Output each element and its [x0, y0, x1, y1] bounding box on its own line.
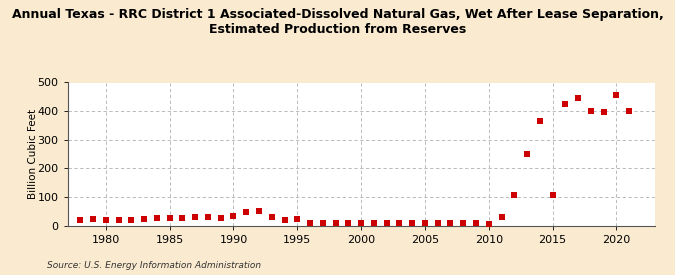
- Point: [356, 221, 367, 226]
- Point: [138, 217, 149, 221]
- Point: [432, 221, 443, 226]
- Point: [177, 216, 188, 221]
- Point: [151, 216, 162, 221]
- Point: [317, 221, 328, 225]
- Point: [483, 222, 494, 226]
- Point: [343, 221, 354, 226]
- Point: [509, 192, 520, 197]
- Point: [369, 221, 379, 226]
- Point: [254, 209, 265, 213]
- Point: [241, 210, 252, 214]
- Point: [228, 214, 239, 219]
- Point: [279, 218, 290, 222]
- Point: [88, 217, 99, 221]
- Point: [547, 192, 558, 197]
- Y-axis label: Billion Cubic Feet: Billion Cubic Feet: [28, 109, 38, 199]
- Text: Source: U.S. Energy Information Administration: Source: U.S. Energy Information Administ…: [47, 260, 261, 270]
- Point: [560, 102, 571, 106]
- Point: [101, 218, 111, 222]
- Point: [304, 221, 315, 226]
- Point: [535, 119, 545, 123]
- Point: [202, 215, 213, 220]
- Point: [113, 218, 124, 222]
- Point: [267, 215, 277, 219]
- Point: [573, 96, 584, 100]
- Point: [164, 216, 175, 220]
- Point: [611, 93, 622, 98]
- Point: [585, 109, 596, 113]
- Point: [330, 221, 341, 226]
- Point: [292, 217, 302, 221]
- Point: [215, 216, 226, 221]
- Point: [496, 215, 507, 219]
- Text: Annual Texas - RRC District 1 Associated-Dissolved Natural Gas, Wet After Lease : Annual Texas - RRC District 1 Associated…: [11, 8, 664, 36]
- Point: [522, 152, 533, 156]
- Point: [190, 215, 200, 220]
- Point: [445, 221, 456, 226]
- Point: [75, 218, 86, 222]
- Point: [458, 221, 468, 226]
- Point: [598, 110, 609, 114]
- Point: [624, 109, 634, 113]
- Point: [394, 221, 405, 226]
- Point: [420, 221, 431, 226]
- Point: [407, 221, 418, 226]
- Point: [126, 218, 137, 222]
- Point: [470, 221, 481, 226]
- Point: [381, 221, 392, 226]
